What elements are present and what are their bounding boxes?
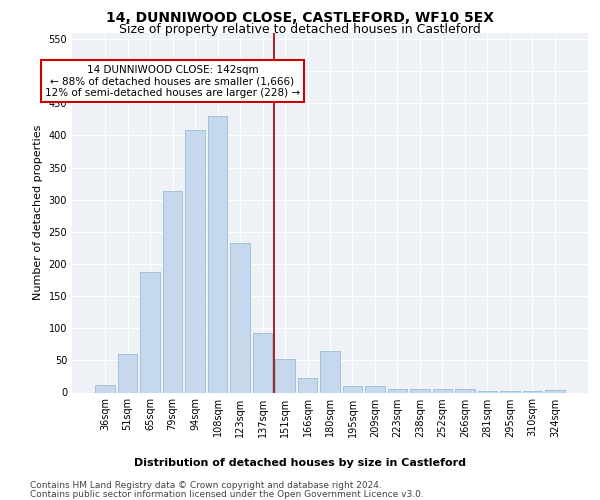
Bar xyxy=(545,390,565,392)
Text: Contains public sector information licensed under the Open Government Licence v3: Contains public sector information licen… xyxy=(30,490,424,499)
Bar xyxy=(455,390,475,392)
Text: Distribution of detached houses by size in Castleford: Distribution of detached houses by size … xyxy=(134,458,466,468)
Bar xyxy=(95,385,115,392)
Bar xyxy=(410,390,430,392)
Bar xyxy=(365,386,385,392)
Bar xyxy=(230,244,250,392)
Bar xyxy=(320,350,340,393)
Bar xyxy=(478,390,497,392)
Bar xyxy=(433,390,452,392)
Bar xyxy=(275,359,295,392)
Bar xyxy=(118,354,137,393)
Bar xyxy=(163,190,182,392)
Bar xyxy=(253,334,272,392)
Text: 14, DUNNIWOOD CLOSE, CASTLEFORD, WF10 5EX: 14, DUNNIWOOD CLOSE, CASTLEFORD, WF10 5E… xyxy=(106,11,494,25)
Text: Size of property relative to detached houses in Castleford: Size of property relative to detached ho… xyxy=(119,22,481,36)
Text: 14 DUNNIWOOD CLOSE: 142sqm
← 88% of detached houses are smaller (1,666)
12% of s: 14 DUNNIWOOD CLOSE: 142sqm ← 88% of deta… xyxy=(45,64,300,98)
Bar xyxy=(208,116,227,392)
Y-axis label: Number of detached properties: Number of detached properties xyxy=(33,125,43,300)
Bar xyxy=(523,390,542,392)
Bar xyxy=(185,130,205,392)
Bar xyxy=(298,378,317,392)
Bar xyxy=(140,272,160,392)
Bar xyxy=(388,388,407,392)
Bar xyxy=(343,386,362,392)
Text: Contains HM Land Registry data © Crown copyright and database right 2024.: Contains HM Land Registry data © Crown c… xyxy=(30,481,382,490)
Bar xyxy=(500,390,520,392)
